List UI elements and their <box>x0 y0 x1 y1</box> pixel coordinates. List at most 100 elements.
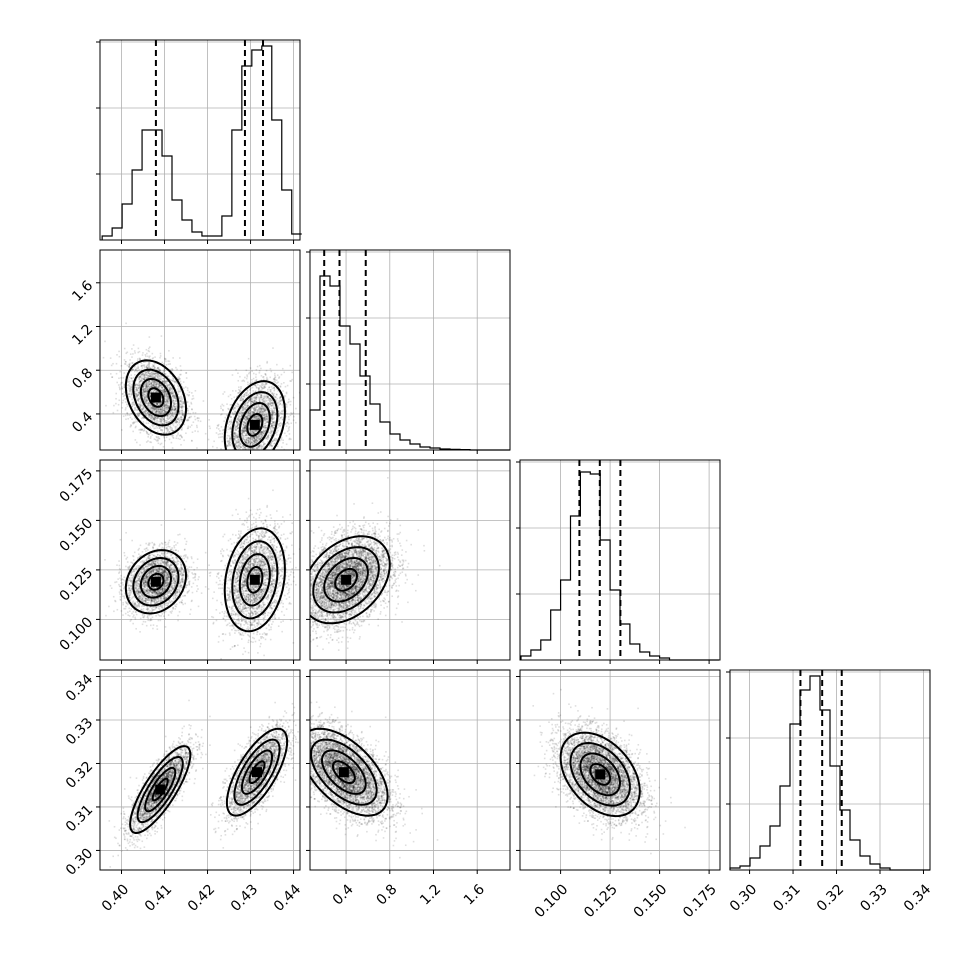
panel-frame <box>309 249 511 451</box>
contour-level <box>124 549 188 615</box>
x-tick-label: 0.150 <box>631 881 671 921</box>
histogram-step-p0 <box>101 45 302 240</box>
x-tick-label: 0.32 <box>814 881 847 914</box>
y-tick-label: 0.31 <box>63 802 96 835</box>
pair-content <box>102 322 300 450</box>
x-tick-label: 1.6 <box>461 881 488 908</box>
contour-level <box>323 556 369 603</box>
contour-level <box>233 738 281 806</box>
histogram-p2 <box>516 459 721 661</box>
contour-level <box>225 727 289 817</box>
contour-level <box>129 745 192 834</box>
panel-frame <box>99 459 301 661</box>
y-tick-label: 0.30 <box>63 845 96 878</box>
contour-level <box>312 546 380 614</box>
contour-level <box>144 766 177 813</box>
x-tick-label: 0.30 <box>727 881 760 914</box>
contour-level <box>231 391 279 450</box>
contour-level <box>132 368 180 427</box>
contour-level <box>240 749 273 795</box>
y-tick-label: 0.8 <box>69 365 96 392</box>
density-peak <box>150 392 161 403</box>
contour-level <box>559 731 641 818</box>
x-tick-label: 0.34 <box>901 881 934 914</box>
panel-frame <box>309 459 511 661</box>
x-tick-label: 0.33 <box>857 881 890 914</box>
contour-level <box>310 727 389 817</box>
contour-level <box>147 572 165 591</box>
x-tick-label: 0.42 <box>185 881 218 914</box>
histogram-step-p2 <box>520 471 720 661</box>
scatter-points <box>102 322 300 450</box>
histogram-p1 <box>306 249 511 451</box>
x-tick-label: 0.175 <box>680 881 720 921</box>
contour-level <box>147 387 165 408</box>
pair-panel-p2-p3 <box>519 669 721 871</box>
contour-level <box>223 380 286 450</box>
x-tick-label: 0.100 <box>532 881 572 921</box>
scatter-points <box>532 688 686 855</box>
density-peak <box>341 574 352 585</box>
contour-level <box>132 556 180 607</box>
density-peak <box>249 574 260 585</box>
contour-level <box>246 565 264 594</box>
scatter-points <box>310 477 441 651</box>
x-tick-label: 0.40 <box>99 881 132 914</box>
x-tick-label: 0.44 <box>271 881 304 914</box>
contour-level <box>124 359 188 436</box>
pair-content <box>310 477 441 651</box>
pair-content <box>532 688 686 855</box>
pair-panel-p1-p2 <box>309 459 511 661</box>
contour-level <box>223 527 286 633</box>
pair-content <box>310 701 439 859</box>
contour-level <box>332 760 356 784</box>
contour-level <box>334 567 359 592</box>
contour-level <box>579 752 622 797</box>
y-tick-label: 0.150 <box>57 515 97 555</box>
y-tick-label: 0.4 <box>69 409 96 436</box>
pair-panel-p0-p2 <box>99 459 301 661</box>
density-peak <box>249 419 260 430</box>
panel-frame <box>309 669 511 871</box>
y-tick-label: 0.32 <box>63 758 96 791</box>
contour-level <box>238 553 271 607</box>
contour-level <box>320 749 367 795</box>
panel-frame <box>729 669 931 871</box>
contour-level <box>231 540 279 620</box>
pair-panel-p0-p3 <box>99 669 301 871</box>
contour-level <box>139 378 173 418</box>
y-tick-label: 0.33 <box>63 715 96 748</box>
y-tick-label: 0.100 <box>57 614 97 654</box>
contour-level <box>310 738 378 806</box>
y-tick-label: 1.2 <box>69 321 96 348</box>
density-peak <box>338 767 349 778</box>
density-peak <box>155 784 166 795</box>
histogram-step-p3 <box>729 675 930 871</box>
contour-level <box>246 412 264 437</box>
x-tick-label: 0.41 <box>142 881 175 914</box>
x-tick-label: 0.43 <box>228 881 261 914</box>
density-peak <box>150 576 161 587</box>
panel-frame <box>99 39 301 241</box>
panel-frame <box>519 459 721 661</box>
panel-frame <box>519 669 721 871</box>
density-peak <box>595 769 606 780</box>
contour-level <box>136 756 184 824</box>
x-tick-label: 0.8 <box>373 881 400 908</box>
x-tick-label: 0.125 <box>581 881 621 921</box>
histogram-p0 <box>96 39 302 241</box>
x-tick-label: 0.4 <box>330 881 357 908</box>
pair-content <box>108 699 299 868</box>
contour-level <box>589 762 612 786</box>
density-peak <box>251 767 262 778</box>
pair-content <box>104 489 300 660</box>
y-tick-label: 0.34 <box>63 671 96 704</box>
panel-frame <box>99 249 301 451</box>
contour-level <box>310 535 391 625</box>
pair-panel-p1-p3 <box>309 669 511 871</box>
contour-level <box>238 401 271 448</box>
y-tick-label: 1.6 <box>69 278 96 305</box>
x-tick-label: 1.2 <box>417 881 444 908</box>
scatter-points <box>104 489 300 660</box>
